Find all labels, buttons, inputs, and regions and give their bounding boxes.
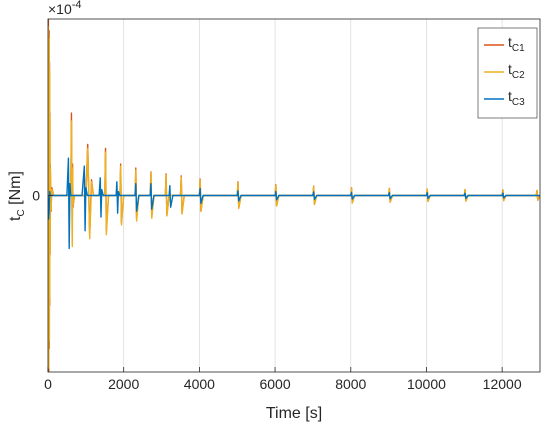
legend-label-c2: tC2 <box>508 61 525 81</box>
x-axis-label: Time [s] <box>266 405 322 422</box>
x-tick-label: 6000 <box>259 376 290 392</box>
legend-label-c1: tC1 <box>508 34 525 54</box>
series-line-c3 <box>48 157 540 250</box>
y-axis-label: tC [Nm] <box>7 171 27 221</box>
x-tick-label: 2000 <box>108 376 139 392</box>
x-tick-label: 8000 <box>335 376 366 392</box>
x-tick-label: 10000 <box>407 376 446 392</box>
x-tick-label: 4000 <box>184 376 215 392</box>
legend-label-c3: tC3 <box>508 88 525 108</box>
y-ticks: 0 <box>32 188 53 204</box>
plot-series <box>48 19 540 372</box>
x-tick-label: 12000 <box>483 376 522 392</box>
y-exponent-label: ×10-4 <box>48 0 82 17</box>
legend: tC1 tC2 tC3 <box>477 27 538 119</box>
x-tick-label: 0 <box>44 376 52 392</box>
y-tick-label: 0 <box>32 188 40 204</box>
x-ticks: 0 2000 4000 6000 8000 10000 12000 <box>44 367 522 392</box>
legend-box <box>477 27 538 119</box>
